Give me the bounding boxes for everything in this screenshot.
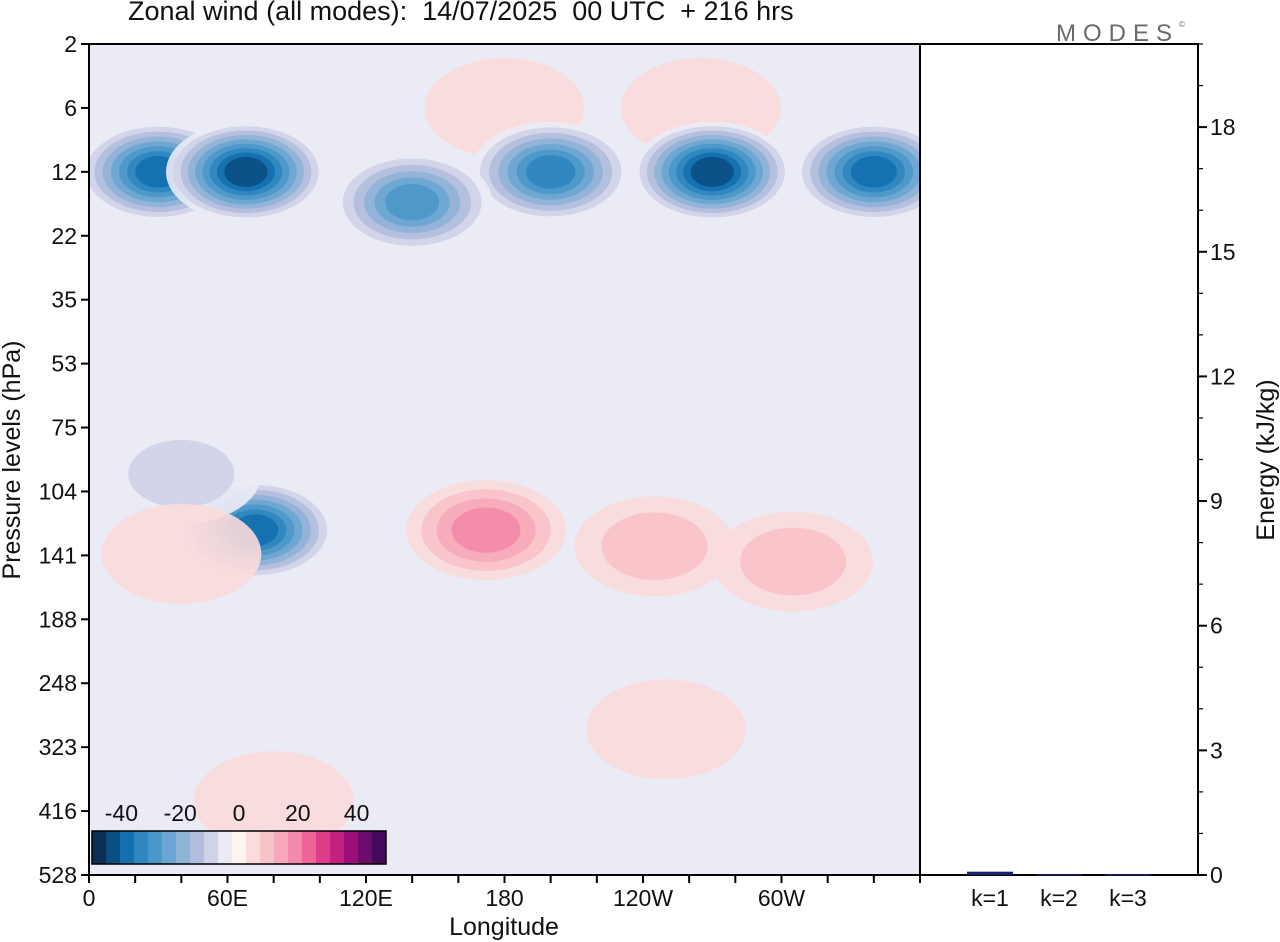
colorbar-swatch — [190, 831, 205, 864]
colorbar-tick-label: 0 — [233, 800, 246, 826]
y-tick-label: 53 — [51, 351, 77, 377]
x-tick-label: 120W — [613, 885, 673, 911]
x-tick-label: 180 — [485, 885, 523, 911]
colorbar-swatch — [260, 831, 275, 864]
colorbar-swatch — [316, 831, 331, 864]
wind-contour — [739, 527, 847, 596]
colorbar-tick-label: 40 — [344, 800, 370, 826]
wind-contour — [451, 507, 521, 553]
energy-bars: k=1 k=2 k=3 — [967, 871, 1151, 911]
x-tick-label: 60W — [758, 885, 806, 911]
energy-tick-label: 3 — [1210, 737, 1223, 763]
colorbar-swatch — [232, 831, 247, 864]
colorbar-swatch — [218, 831, 233, 864]
energy-axis: 0 3 6 9 12 15 18 — [1198, 43, 1236, 888]
energy-category-label: k=1 — [971, 885, 1009, 911]
wind-contour — [385, 184, 440, 221]
y-tick-label: 6 — [64, 95, 77, 121]
wind-contour — [601, 512, 708, 581]
y-tick-label: 2 — [64, 31, 77, 57]
y-tick-label: 75 — [51, 415, 77, 441]
energy-bar-k3 — [1105, 874, 1151, 876]
energy-category-label: k=3 — [1109, 885, 1147, 911]
colorbar-swatch — [92, 831, 107, 864]
colorbar-tick-label: -40 — [105, 800, 138, 826]
wind-contour — [224, 156, 268, 187]
longitude-axis: 0 60E 120E 180 120W 60W — [83, 875, 921, 911]
energy-tick-label: 18 — [1210, 114, 1236, 140]
colorbar-swatch — [148, 831, 163, 864]
wind-contour — [850, 156, 897, 188]
x-tick-label: 60E — [207, 885, 248, 911]
energy-axis-label: Energy (kJ/kg) — [1252, 379, 1280, 540]
y-tick-label: 141 — [39, 542, 77, 568]
energy-bar-k1 — [967, 871, 1013, 875]
y-tick-label: 104 — [39, 478, 78, 504]
y-tick-label: 323 — [39, 734, 77, 760]
y-axis-label: Pressure levels (hPa) — [0, 341, 26, 580]
colorbar-swatch — [288, 831, 303, 864]
colorbar-swatch — [246, 831, 261, 864]
colorbar-swatch — [372, 831, 387, 864]
x-axis-label: Longitude — [449, 913, 559, 941]
colorbar-swatch — [176, 831, 191, 864]
colorbar-swatch — [134, 831, 149, 864]
zonal-wind-heatmap — [89, 44, 920, 875]
colorbar-tick-label: 20 — [285, 800, 311, 826]
brand-logo: MODES© — [1056, 20, 1185, 48]
colorbar-frame — [91, 830, 387, 865]
energy-tick-label: 15 — [1210, 239, 1236, 265]
wind-contour — [128, 439, 235, 508]
colorbar-tick-label: -20 — [164, 800, 197, 826]
y-tick-label: 416 — [39, 798, 77, 824]
copyright-mark: © — [1179, 20, 1185, 29]
energy-panel-frame — [919, 43, 1199, 876]
wind-contour — [525, 155, 576, 189]
colorbar-swatch — [204, 831, 219, 864]
colorbar-swatch — [344, 831, 359, 864]
energy-bar-k2 — [1036, 874, 1082, 876]
colorbar: -40 -20 0 20 40 — [91, 800, 387, 865]
wind-contour — [586, 679, 747, 780]
energy-tick-label: 6 — [1210, 613, 1223, 639]
y-tick-label: 12 — [51, 159, 77, 185]
colorbar-swatch — [120, 831, 135, 864]
chart-title: Zonal wind (all modes): 14/07/2025 00 UT… — [128, 0, 794, 26]
x-tick-label: 0 — [83, 885, 96, 911]
energy-tick-label: 9 — [1210, 488, 1223, 514]
colorbar-swatch — [330, 831, 345, 864]
energy-tick-label: 12 — [1210, 363, 1236, 389]
energy-tick-label: 0 — [1210, 862, 1223, 888]
wind-contour — [690, 156, 734, 187]
colorbar-swatch — [274, 831, 289, 864]
colorbar-swatch — [358, 831, 373, 864]
y-tick-label: 35 — [51, 287, 77, 313]
colorbar-swatch — [106, 831, 121, 864]
x-tick-label: 120E — [339, 885, 393, 911]
energy-category-label: k=2 — [1040, 885, 1078, 911]
pressure-axis: 2 6 12 22 35 53 75 104 141 188 248 323 416 528 — [39, 31, 89, 888]
colorbar-swatch — [302, 831, 317, 864]
brand-name: MODES — [1056, 20, 1180, 47]
wind-contour — [101, 503, 262, 604]
y-tick-label: 248 — [39, 670, 77, 696]
wind-contour — [193, 751, 354, 852]
y-tick-label: 22 — [51, 223, 77, 249]
y-tick-label: 528 — [39, 862, 77, 888]
colorbar-swatch — [162, 831, 177, 864]
y-tick-label: 188 — [39, 606, 77, 632]
